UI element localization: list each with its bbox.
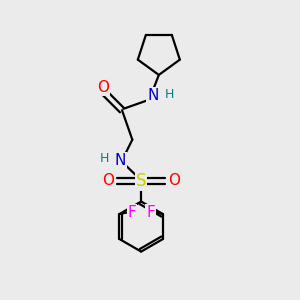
Text: H: H	[100, 152, 109, 165]
Text: H: H	[164, 88, 174, 100]
Text: O: O	[97, 80, 109, 95]
Text: N: N	[147, 88, 159, 103]
Text: N: N	[115, 153, 126, 168]
Text: O: O	[102, 173, 114, 188]
Text: S: S	[136, 172, 146, 190]
Text: O: O	[168, 173, 180, 188]
Text: F: F	[146, 205, 155, 220]
Text: F: F	[128, 205, 136, 220]
